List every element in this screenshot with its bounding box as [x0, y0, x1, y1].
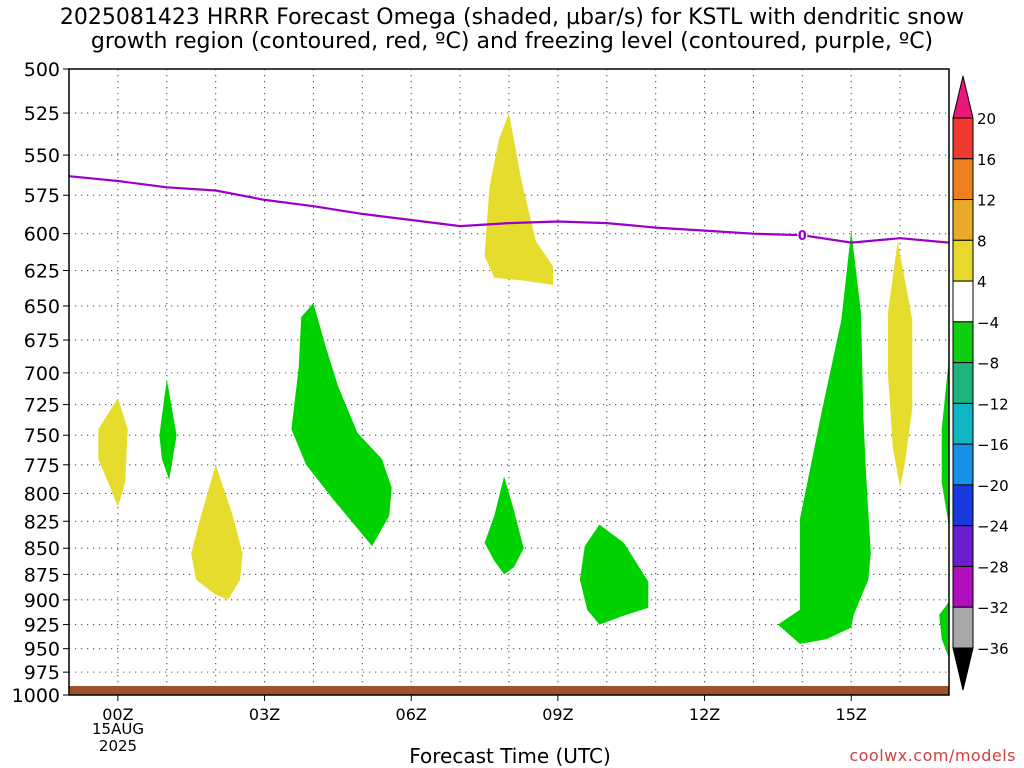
x-tick-label: 03Z [249, 705, 280, 724]
omega-negative-region [777, 230, 871, 644]
plot-frame [68, 68, 950, 696]
omega-negative-region [484, 476, 524, 575]
omega-negative-region [579, 524, 649, 625]
omega-negative-region [941, 357, 949, 527]
x-axis-label: Forecast Time (UTC) [409, 744, 611, 768]
colorbar-label: −24 [977, 518, 1009, 536]
colorbar-label: 8 [977, 232, 987, 250]
y-tick-label: 875 [24, 564, 60, 586]
colorbar-segment [952, 239, 974, 282]
y-tick-label: 1000 [12, 685, 60, 707]
colorbar-segment [952, 443, 974, 486]
omega-negative-region [939, 601, 949, 659]
y-tick-label: 950 [24, 639, 60, 661]
colorbar-segment [952, 362, 974, 404]
colorbar-label: 20 [977, 110, 996, 128]
y-tick-label: 575 [24, 185, 60, 207]
y-tick-label: 650 [24, 296, 60, 318]
chart-title-line-2: growth region (contoured, red, ºC) and f… [90, 29, 934, 54]
y-tick-label: 725 [24, 395, 60, 417]
colorbar-segment [952, 158, 974, 201]
x-tick-label: 00Z [102, 705, 133, 724]
y-tick-label: 975 [24, 662, 60, 684]
freezing-level-label-bg [797, 227, 808, 242]
y-axis: 500 525 550 575 600 625 650 675 700 725 750 775 800 8… [12, 59, 69, 707]
y-tick-label: 750 [24, 425, 60, 447]
colorbar-segment [952, 117, 974, 160]
y-tick-label: 525 [24, 103, 60, 125]
y-tick-label: 925 [24, 615, 60, 637]
date-label: 15AUG 2025 [88, 721, 148, 755]
y-tick-label: 625 [24, 261, 60, 283]
colorbar-segment [952, 606, 974, 649]
x-tick-label: 12Z [689, 705, 720, 724]
colorbar-label: −16 [977, 436, 1009, 454]
x-tick-label: 06Z [396, 705, 427, 724]
chart-title-line-1: 2025081423 HRRR Forecast Omega (shaded, … [59, 5, 965, 30]
y-tick-label: 500 [24, 59, 60, 81]
colorbar-label: −20 [977, 477, 1009, 495]
y-tick-label: 675 [24, 330, 60, 352]
omega-positive-region [484, 113, 553, 285]
date-label-day: 15AUG [92, 720, 144, 738]
colorbar-label: 16 [977, 151, 996, 169]
colorbar: 20 16 12 8 4 −4 −8 −12 −16 −20 −24 −28 −32 −36 [952, 75, 1009, 691]
y-tick-label: 850 [24, 538, 60, 560]
freezing-level-contour: 0 [68, 175, 950, 244]
colorbar-label: −12 [977, 395, 1009, 413]
omega-negative-region [291, 303, 392, 547]
colorbar-label: 12 [977, 192, 996, 210]
omega-positive-region [191, 464, 243, 600]
ground-band [69, 686, 949, 695]
y-tick-label: 700 [24, 363, 60, 385]
omega-positive-region [887, 241, 913, 488]
y-tick-label: 775 [24, 455, 60, 477]
colorbar-label: −36 [977, 640, 1009, 658]
omega-negative-region [159, 379, 177, 480]
omega-positive-region [98, 398, 128, 507]
date-label-year: 2025 [98, 737, 138, 755]
x-tick-label: 15Z [836, 705, 867, 724]
x-axis: 00Z 03Z 06Z 09Z 12Z 15Z [102, 695, 867, 724]
colorbar-label: −32 [977, 599, 1009, 617]
colorbar-cap-top [952, 75, 974, 119]
freezing-level-label: 0 [798, 229, 807, 244]
colorbar-cap-bottom [952, 647, 974, 691]
chart-title: 2025081423 HRRR Forecast Omega (shaded, … [0, 6, 1024, 54]
colorbar-label: −4 [977, 314, 999, 332]
colorbar-label: −28 [977, 558, 1009, 576]
colorbar-segment [952, 565, 974, 608]
colorbar-segment [952, 525, 974, 567]
y-tick-label: 800 [24, 483, 60, 505]
colorbar-label: −8 [977, 355, 999, 373]
credit-text: coolwx.com/models [849, 746, 1016, 765]
colorbar-segment [952, 402, 974, 445]
y-tick-label: 550 [24, 145, 60, 167]
y-tick-label: 600 [24, 224, 60, 246]
y-tick-label: 825 [24, 511, 60, 533]
omega-regions [98, 113, 949, 659]
colorbar-label: 4 [977, 273, 987, 291]
x-tick-label: 09Z [542, 705, 573, 724]
colorbar-segment [952, 280, 974, 323]
y-tick-label: 900 [24, 590, 60, 612]
colorbar-segment [952, 321, 974, 364]
colorbar-segment [952, 484, 974, 527]
colorbar-segment [952, 199, 974, 241]
